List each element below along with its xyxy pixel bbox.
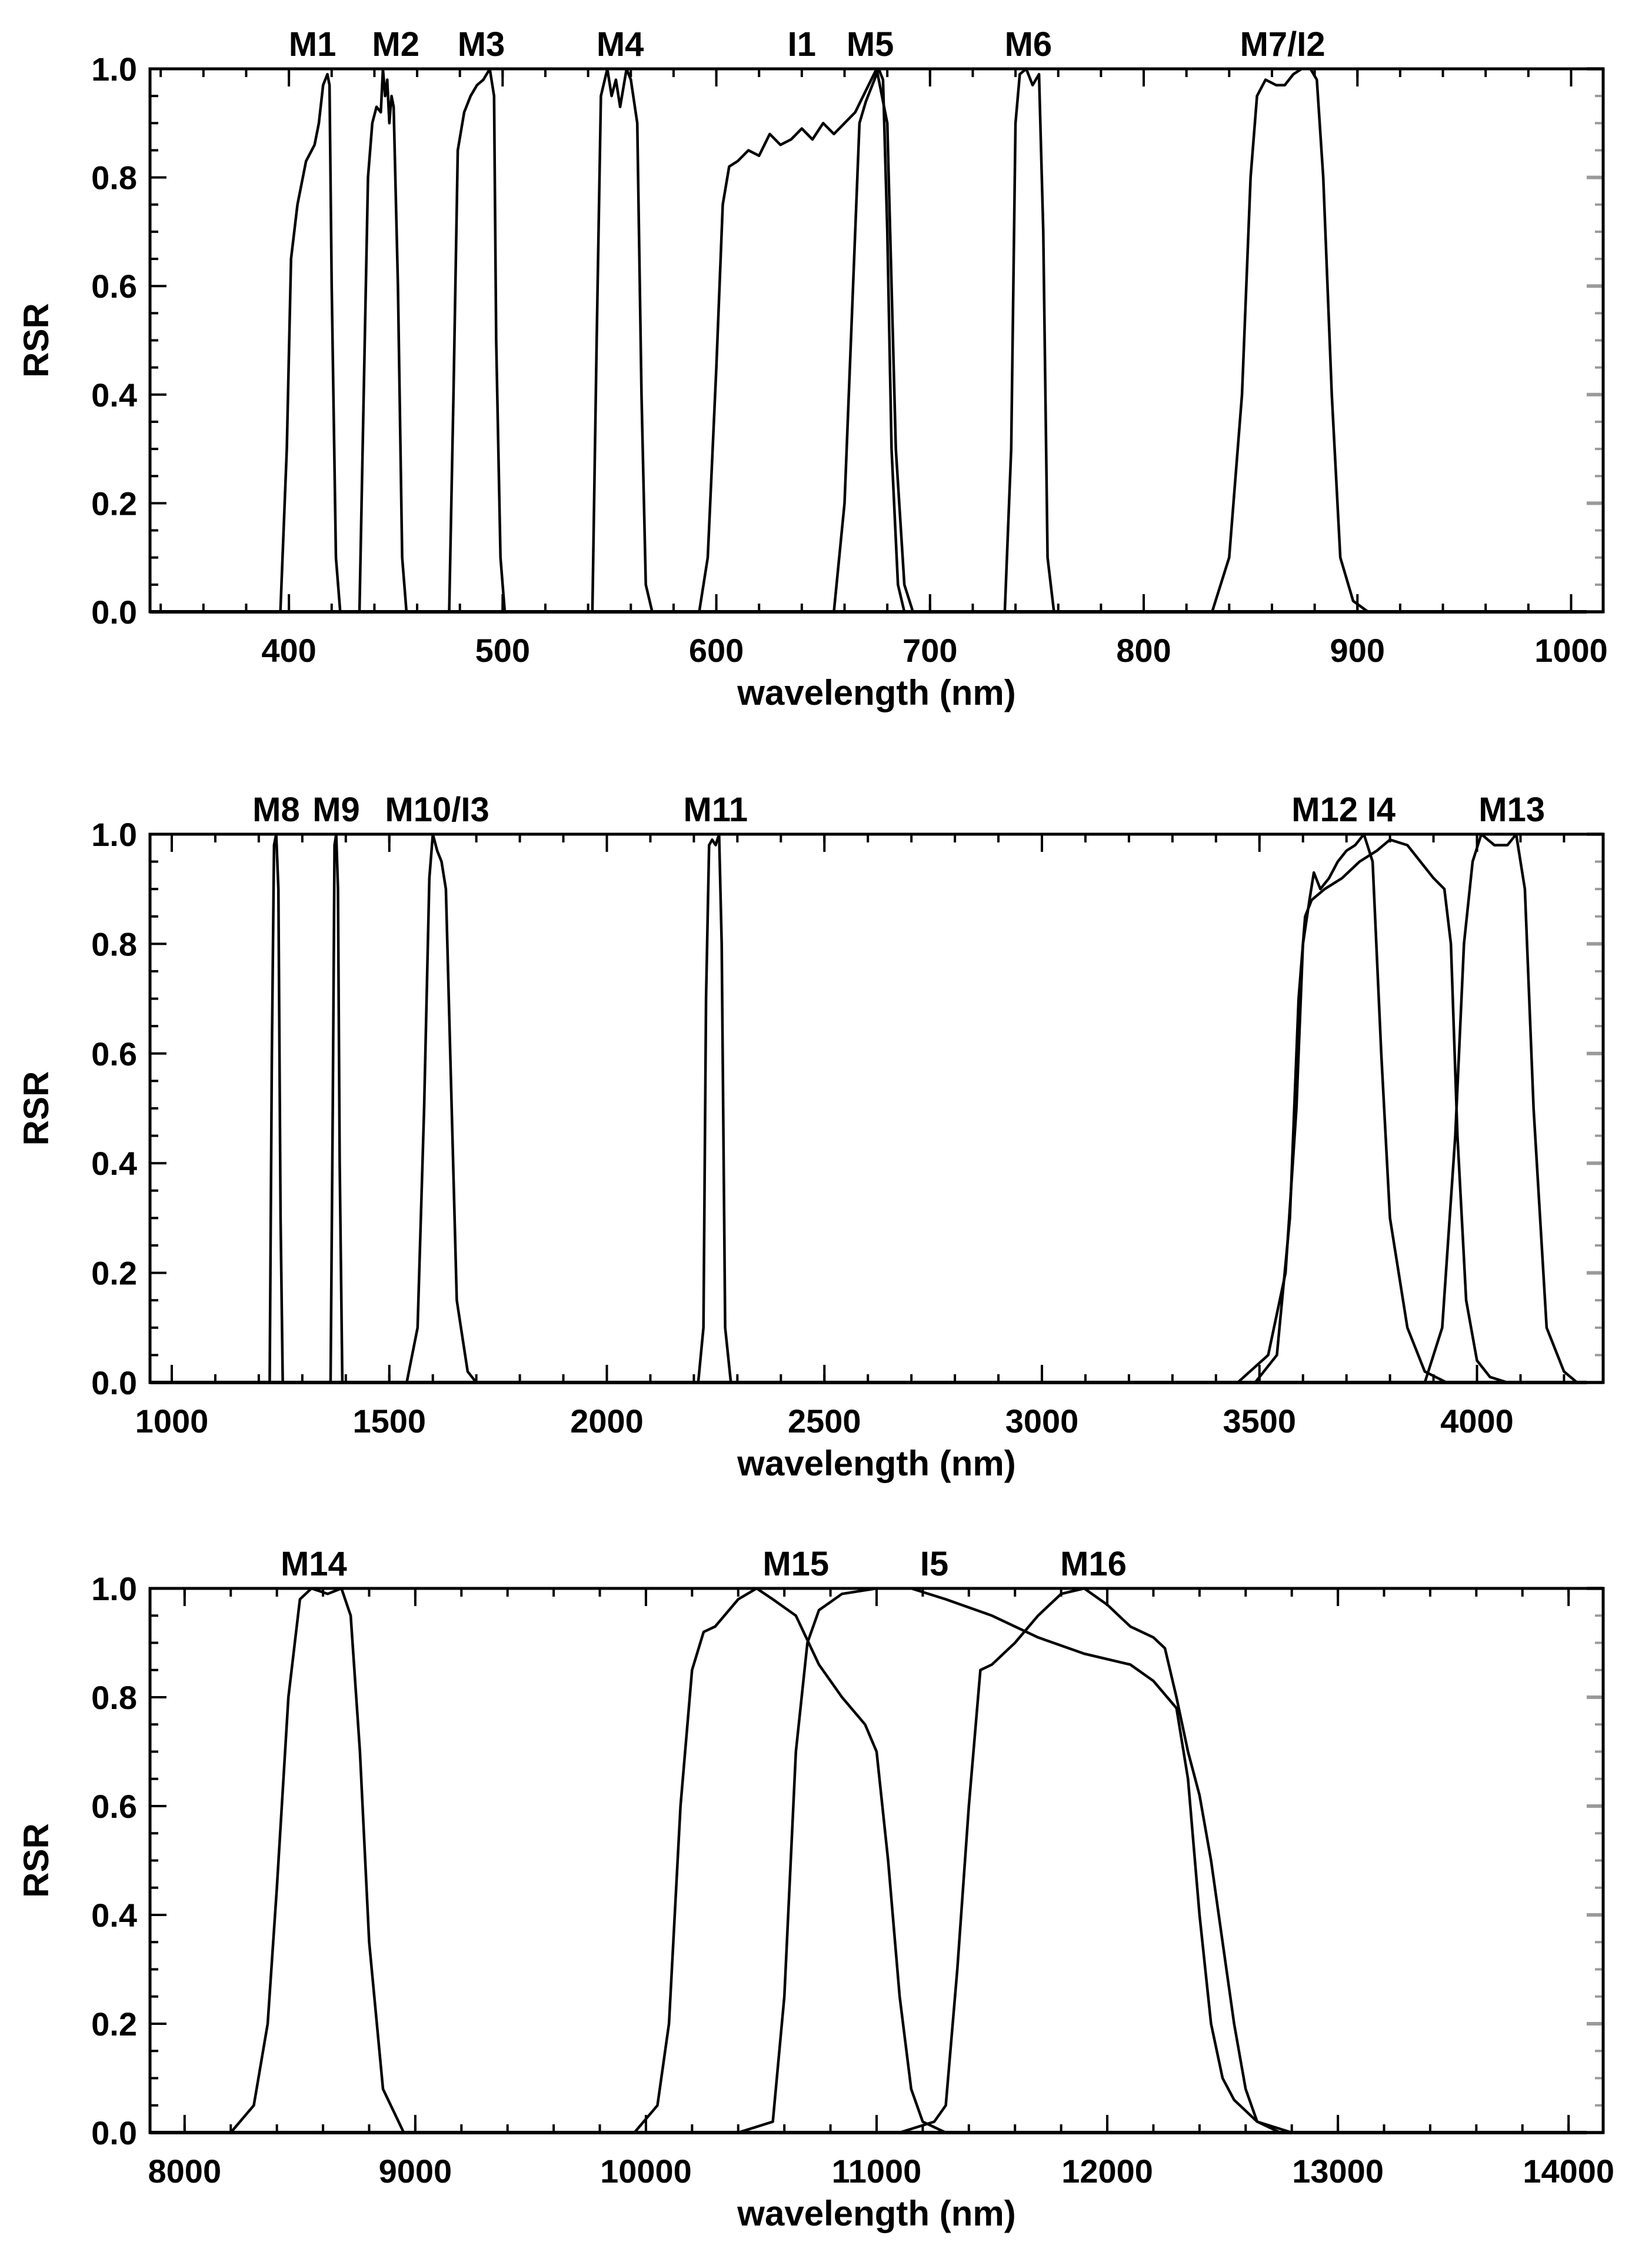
y-tick-label: 1.0	[91, 51, 137, 88]
chart-panel-2: 0.0 0.2 0.4 0.6 0.8 1.0 1000 1500 2000 2500 3000 35…	[16, 791, 1605, 1483]
y-tick-label: 0.4	[91, 377, 137, 414]
band-label-i4: I4	[1367, 791, 1395, 829]
x-tick-label: 4000	[1440, 1402, 1514, 1440]
plot-frame	[148, 67, 1605, 614]
band-label-m14: M14	[281, 1545, 347, 1583]
band-label-m8: M8	[252, 791, 300, 829]
x-tick-label: 1000	[1534, 632, 1608, 669]
x-tick-label: 14000	[1523, 2153, 1614, 2190]
plot-frame	[148, 832, 1605, 1384]
x-tick-label: 8000	[148, 2153, 222, 2190]
y-tick-label: 0.2	[91, 485, 137, 522]
x-axis-label: wavelength (nm)	[737, 673, 1015, 712]
x-tick-label: 1500	[352, 1402, 426, 1440]
y-tick-label: 0.0	[91, 1364, 137, 1401]
series-line-m16	[898, 1587, 1282, 2134]
y-tick-label: 0.6	[91, 1788, 137, 1825]
x-tick-label: 12000	[1061, 2153, 1153, 2190]
x-tick-label: 9000	[379, 2153, 452, 2190]
x-tick-label: 1000	[135, 1402, 209, 1440]
band-label-m2: M2	[372, 25, 419, 64]
x-tick-label: 600	[689, 632, 744, 669]
chart-panel-1: 0.0 0.2 0.4 0.6 0.8 1.0 400 500 600 700 800 900 1000…	[16, 25, 1608, 712]
x-tick-label: 11000	[832, 2153, 922, 2190]
series-line-m6	[1003, 67, 1055, 614]
y-tick-label: 1.0	[91, 816, 137, 853]
series-line-m7-i2	[1211, 67, 1370, 614]
series-line-i5	[737, 1587, 1293, 2134]
band-label-m7-i2: M7/I2	[1240, 25, 1325, 64]
y-tick-label: 0.0	[91, 594, 137, 631]
x-tick-label: 3000	[1005, 1402, 1079, 1440]
y-tick-label: 0.6	[91, 1035, 137, 1072]
x-tick-label: 400	[261, 632, 316, 669]
y-tick-label: 0.8	[91, 1679, 137, 1716]
x-axis-label: wavelength (nm)	[737, 1444, 1015, 1483]
series-line-m3	[448, 67, 507, 614]
series-line-m10-i3	[405, 832, 478, 1384]
series-line-m15	[633, 1587, 947, 2134]
x-tick-label: 3500	[1223, 1402, 1296, 1440]
chart-panel-3: 0.0 0.2 0.4 0.6 0.8 1.0 8000 9000 10000 11000 1200…	[16, 1545, 1614, 2233]
series-line-m1	[279, 72, 342, 614]
series-line-m9	[329, 832, 344, 1384]
series-line-m14	[229, 1587, 405, 2134]
plot-frame	[148, 1587, 1605, 2134]
band-label-m13: M13	[1478, 791, 1545, 829]
y-tick-label: 0.8	[91, 925, 137, 962]
y-axis-label: RSR	[16, 303, 56, 378]
band-label-m15: M15	[762, 1545, 829, 1583]
x-tick-label: 13000	[1292, 2153, 1384, 2190]
series-line-m4	[591, 67, 654, 614]
band-label-m6: M6	[1005, 25, 1053, 64]
y-tick-label: 0.4	[91, 1897, 137, 1934]
y-tick-label: 0.2	[91, 2006, 137, 2043]
series-line-m13	[1423, 832, 1578, 1384]
band-label-m9: M9	[312, 791, 360, 829]
y-tick-label: 0.0	[91, 2114, 137, 2151]
y-axis-label: RSR	[16, 1823, 56, 1898]
y-tick-label: 0.6	[91, 268, 137, 305]
x-tick-label: 2000	[570, 1402, 644, 1440]
y-tick-label: 0.8	[91, 159, 137, 196]
x-tick-label: 2500	[788, 1402, 861, 1440]
x-tick-label: 800	[1116, 632, 1171, 669]
band-label-m12: M12	[1291, 791, 1358, 829]
band-label-m11: M11	[684, 791, 748, 829]
series-line-m8	[268, 832, 284, 1384]
x-tick-label: 10000	[600, 2153, 692, 2190]
band-label-i5: I5	[920, 1545, 948, 1583]
x-tick-label: 900	[1330, 632, 1385, 669]
series-line-m11	[697, 832, 732, 1384]
series-line-m2	[358, 67, 408, 614]
series-line-m5	[832, 67, 906, 614]
y-tick-label: 0.2	[91, 1255, 137, 1292]
x-axis-label: wavelength (nm)	[737, 2194, 1015, 2233]
series-line-i1	[698, 67, 915, 614]
band-label-m5: M5	[847, 25, 894, 64]
y-tick-label: 0.4	[91, 1145, 137, 1182]
band-label-m16: M16	[1060, 1545, 1127, 1583]
band-label-m1: M1	[289, 25, 337, 64]
band-label-i1: I1	[788, 25, 816, 64]
band-label-m4: M4	[597, 25, 644, 64]
x-tick-label: 700	[902, 632, 957, 669]
series-line-m12	[1236, 832, 1448, 1384]
y-tick-label: 1.0	[91, 1570, 137, 1607]
band-label-m10-i3: M10/I3	[385, 791, 489, 829]
series-line-i4	[1254, 838, 1509, 1384]
x-tick-label: 500	[475, 632, 530, 669]
y-axis-label: RSR	[16, 1071, 56, 1146]
band-label-m3: M3	[458, 25, 505, 64]
